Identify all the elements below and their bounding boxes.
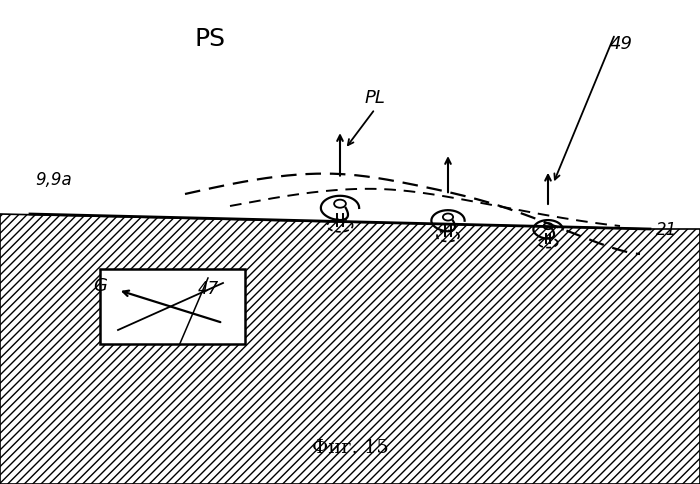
- Text: 9,9a: 9,9a: [35, 171, 72, 189]
- Text: PL: PL: [365, 89, 386, 107]
- Polygon shape: [0, 214, 700, 484]
- Text: 21: 21: [656, 221, 678, 239]
- Text: 49: 49: [610, 35, 633, 53]
- Text: 47: 47: [197, 279, 218, 297]
- Text: G: G: [93, 276, 107, 294]
- Bar: [100, 270, 245, 344]
- Text: PS: PS: [195, 27, 225, 51]
- Text: Фиг. 15: Фиг. 15: [312, 438, 388, 456]
